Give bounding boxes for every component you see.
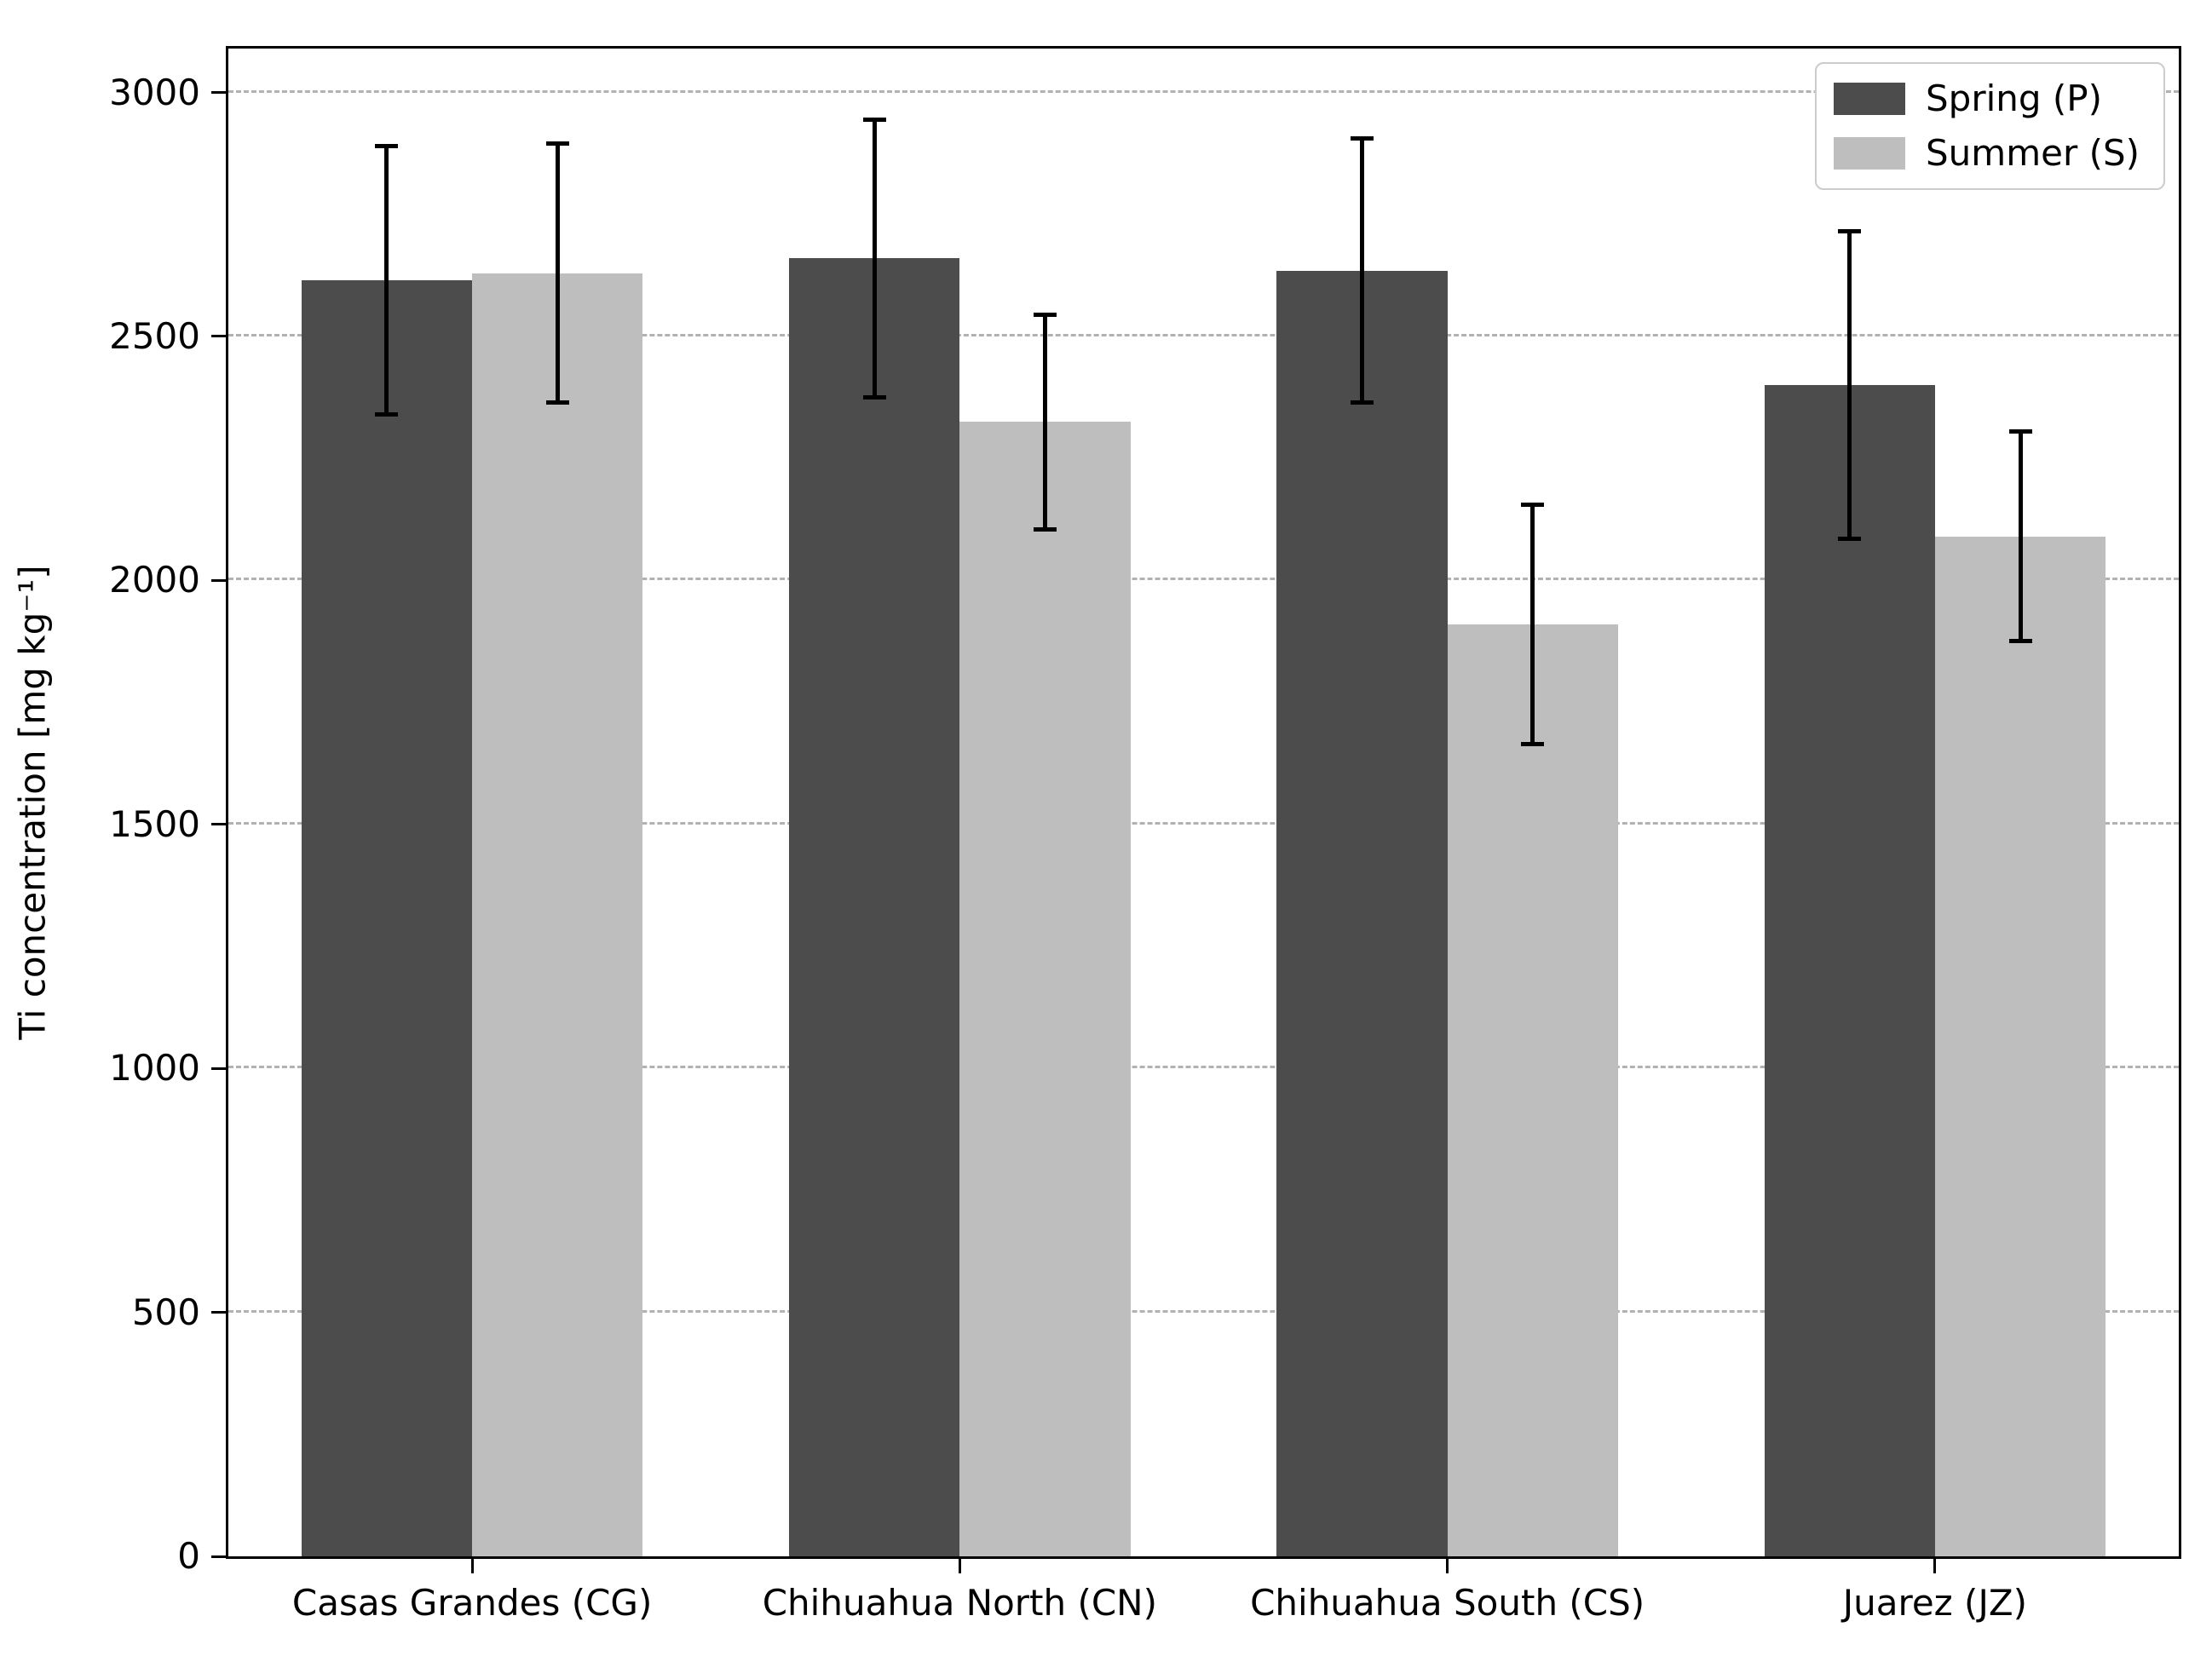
error-cap-top-summer-cn [1034, 312, 1057, 317]
y-tick-mark-2500 [211, 335, 226, 338]
error-bar-spring-cn [872, 119, 877, 398]
gridline-1000 [228, 1066, 2179, 1069]
error-cap-top-summer-jz [2008, 429, 2032, 434]
legend-swatch-summer [1834, 137, 1905, 170]
bar-summer-cs [1447, 624, 1618, 1556]
bar-spring-cn [789, 258, 960, 1556]
x-tick-label-jz: Juarez (JZ) [1842, 1582, 2027, 1624]
y-tick-label-3000: 3000 [109, 71, 200, 113]
y-tick-mark-1500 [211, 823, 226, 826]
error-cap-top-spring-cn [862, 117, 886, 122]
legend-entry-spring: Spring (P) [1834, 79, 2140, 118]
error-bar-spring-jz [1847, 231, 1852, 539]
gridline-500 [228, 1309, 2179, 1313]
x-tick-mark-cs [1446, 1559, 1449, 1573]
x-tick-label-cs: Chihuahua South (CS) [1250, 1582, 1645, 1624]
error-cap-bottom-spring-jz [1838, 537, 1862, 542]
y-tick-mark-500 [211, 1311, 226, 1314]
legend-label-summer: Summer (S) [1926, 132, 2140, 174]
error-cap-top-spring-cs [1350, 136, 1374, 141]
plot-area: Spring (P) Summer (S) [226, 46, 2181, 1559]
x-tick-label-cg: Casas Grandes (CG) [291, 1582, 653, 1624]
y-tick-mark-3000 [211, 91, 226, 95]
error-cap-bottom-summer-cs [1521, 741, 1545, 746]
error-bar-summer-cn [1043, 314, 1048, 530]
bar-spring-jz [1764, 385, 1935, 1556]
x-tick-mark-cg [470, 1559, 474, 1573]
error-cap-bottom-spring-cn [862, 395, 886, 400]
bar-summer-cn [959, 422, 1131, 1556]
error-bar-summer-cs [1530, 504, 1535, 745]
legend: Spring (P) Summer (S) [1815, 62, 2165, 190]
x-tick-label-cn: Chihuahua North (CN) [762, 1582, 1157, 1624]
gridline-2500 [228, 333, 2179, 336]
error-cap-bottom-spring-cg [375, 412, 399, 417]
legend-entry-summer: Summer (S) [1834, 134, 2140, 173]
x-tick-mark-jz [1933, 1559, 1937, 1573]
error-bar-spring-cs [1359, 138, 1364, 403]
error-cap-top-spring-cg [375, 144, 399, 149]
y-tick-label-0: 0 [177, 1535, 200, 1577]
y-tick-label-2000: 2000 [109, 559, 200, 601]
gridline-1500 [228, 821, 2179, 825]
y-tick-label-1000: 1000 [109, 1047, 200, 1090]
y-tick-mark-1000 [211, 1067, 226, 1070]
error-bar-summer-jz [2018, 431, 2023, 641]
bar-spring-cg [301, 280, 473, 1556]
bar-summer-cg [472, 273, 643, 1556]
gridline-3000 [228, 89, 2179, 93]
y-tick-mark-2000 [211, 578, 226, 582]
error-cap-bottom-summer-cg [545, 400, 569, 405]
bar-spring-cs [1276, 270, 1448, 1556]
error-cap-bottom-summer-jz [2008, 639, 2032, 644]
error-cap-top-summer-cs [1521, 503, 1545, 508]
error-cap-bottom-spring-cs [1350, 400, 1374, 405]
y-tick-mark-0 [211, 1555, 226, 1558]
error-cap-top-spring-jz [1838, 229, 1862, 234]
error-bar-summer-cg [555, 143, 560, 403]
y-tick-label-2500: 2500 [109, 314, 200, 357]
y-tick-label-500: 500 [131, 1291, 200, 1333]
y-tick-label-1500: 1500 [109, 802, 200, 845]
x-tick-mark-cn [958, 1559, 961, 1573]
bar-summer-jz [1934, 536, 2106, 1556]
gridline-2000 [228, 578, 2179, 581]
error-cap-top-summer-cg [545, 141, 569, 147]
y-axis-label: Ti concentration [mg kg⁻¹] [11, 565, 54, 1040]
legend-swatch-spring [1834, 83, 1905, 115]
error-cap-bottom-summer-cn [1034, 526, 1057, 532]
legend-label-spring: Spring (P) [1926, 78, 2102, 119]
error-bar-spring-cg [384, 146, 389, 415]
